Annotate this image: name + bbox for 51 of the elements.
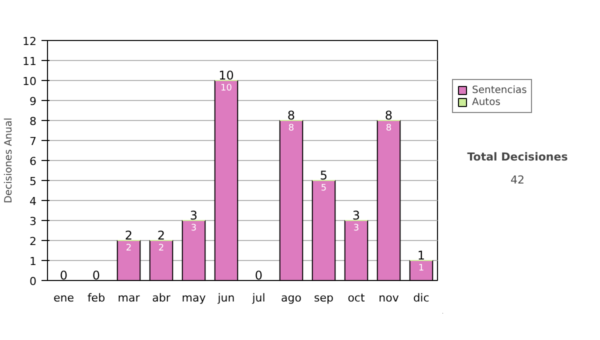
y-tick-label: 2 — [30, 235, 36, 248]
x-tick-label: ene — [53, 292, 74, 304]
total-label: 3 — [190, 208, 198, 222]
y-tick-label: 4 — [30, 195, 36, 208]
total-label: 5 — [320, 168, 328, 182]
total-label: 0 — [254, 268, 263, 282]
total-label: 3 — [352, 208, 360, 222]
data-label: 3 — [190, 224, 197, 234]
y-tick-label: 8 — [30, 115, 36, 128]
x-tick-label: nov — [378, 292, 400, 304]
y-tick-label: 7 — [30, 135, 36, 148]
y-tick-label: 1 — [30, 255, 36, 268]
data-label: 3 — [353, 224, 360, 234]
data-label: 5 — [320, 184, 327, 194]
total-label: 2 — [124, 228, 133, 242]
total-label: 10 — [218, 68, 234, 82]
total-label: 0 — [92, 268, 100, 282]
legend-label: Autos — [472, 96, 500, 108]
y-tick-label: 5 — [30, 175, 36, 188]
total-label: 8 — [287, 108, 296, 122]
y-tick-label: 3 — [30, 215, 36, 228]
legend-label: Sentencias — [472, 84, 527, 96]
x-tick-label: oct — [348, 292, 366, 304]
data-label: 8 — [288, 124, 294, 134]
y-tick-label: 6 — [30, 155, 36, 168]
y-tick-label: 11 — [22, 55, 37, 68]
x-tick-label: jun — [216, 292, 235, 304]
data-label: 2 — [158, 244, 164, 254]
data-label: 2 — [126, 244, 132, 254]
y-axis-title: Decisiones Anual — [4, 118, 15, 204]
y-tick-label: 9 — [30, 95, 36, 108]
total-label: 1 — [417, 248, 426, 262]
x-tick-label: mar — [118, 292, 140, 304]
x-tick-label: sep — [314, 292, 334, 304]
total-label: 2 — [157, 228, 166, 242]
x-tick-label: abr — [152, 292, 171, 304]
data-label: 8 — [386, 124, 392, 134]
x-tick-label: feb — [87, 292, 106, 304]
text: Total Decisiones — [467, 150, 568, 164]
x-tick-label: ago — [281, 292, 302, 304]
x-tick-label: jul — [251, 292, 266, 304]
y-tick-label: 10 — [22, 75, 37, 88]
y-tick-label: 0 — [30, 275, 36, 288]
x-tick-label: may — [182, 292, 206, 304]
text: 42 — [510, 174, 524, 186]
data-label: 10 — [220, 84, 232, 94]
total-label: 0 — [60, 268, 68, 282]
total-label: 8 — [384, 108, 393, 122]
y-tick-label: 12 — [22, 35, 37, 48]
x-tick-label: dic — [413, 292, 430, 304]
data-label: 1 — [418, 264, 424, 274]
